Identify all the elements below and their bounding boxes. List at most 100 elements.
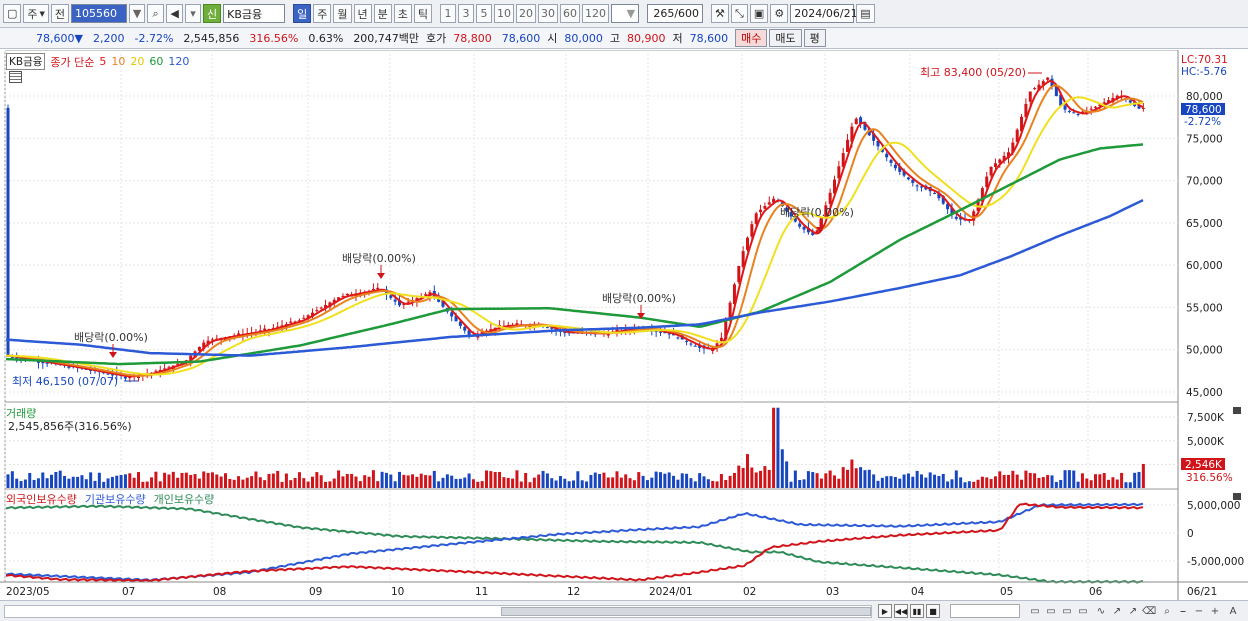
volume-panel-close-icon[interactable] — [1233, 407, 1241, 414]
window-icon[interactable]: ▢ — [3, 4, 22, 23]
rewind-icon[interactable]: ◀◀ — [894, 604, 908, 618]
candle-body — [402, 304, 406, 306]
candle-body — [1067, 111, 1071, 113]
volume-bar — [32, 479, 36, 488]
individual-holding-label[interactable]: 개인보유수량 — [153, 493, 215, 506]
date-input[interactable]: 2024/06/21 — [790, 4, 858, 23]
stop-icon[interactable]: ■ — [926, 604, 940, 618]
volume-bar — [415, 476, 419, 488]
stock-name-chip[interactable]: KB금융 — [6, 53, 46, 70]
holder-panel-close-icon[interactable] — [1233, 493, 1241, 500]
minute-1-button[interactable]: 1 — [440, 4, 457, 23]
save-icon[interactable]: ▣ — [749, 4, 769, 23]
volume-bar — [572, 480, 575, 488]
volume-bar — [337, 470, 341, 488]
volume-bar — [1002, 474, 1006, 488]
prev-button[interactable]: 전 — [50, 4, 70, 23]
candle-body — [489, 329, 493, 331]
evaluate-button[interactable]: 평 — [803, 29, 826, 47]
volume-title[interactable]: 거래량 — [6, 407, 37, 420]
minute-10-button[interactable]: 10 — [494, 4, 515, 23]
minute-3-button[interactable]: 3 — [458, 4, 475, 23]
volume-bar — [776, 407, 780, 488]
candle-body — [67, 366, 71, 368]
count-current[interactable]: 265 — [653, 7, 675, 20]
magnifier-icon[interactable]: ⌕ — [1164, 605, 1170, 617]
holder-axis-label: 5,000,000 — [1187, 500, 1240, 512]
volume-bar — [532, 477, 536, 488]
minute-5-button[interactable]: 5 — [476, 4, 493, 23]
stock-code-input[interactable]: 105560 — [71, 4, 128, 23]
minute-30-button[interactable]: 30 — [538, 4, 559, 23]
volume-bar — [476, 481, 480, 488]
x-axis-label: 10 — [391, 586, 404, 598]
horizontal-scrollbar[interactable] — [4, 605, 872, 618]
chart-area[interactable]: 2023/05 07 08 09 10 11 12 2024/01 02 03 04 05 06 06/2… — [0, 50, 1248, 600]
custom-period-dropdown[interactable]: ▼ — [611, 4, 640, 23]
ma20-label[interactable]: 20 — [130, 55, 145, 68]
volume-bar — [445, 474, 449, 488]
ma5-label[interactable]: 5 — [99, 55, 107, 68]
table-icon[interactable] — [9, 71, 22, 83]
sell-button[interactable]: 매도 — [769, 29, 802, 47]
period-second-button[interactable]: 초 — [393, 4, 412, 23]
volume-bar — [97, 472, 101, 488]
period-tick-button[interactable]: 틱 — [413, 4, 433, 23]
compare-icon[interactable]: ▭ — [1046, 605, 1056, 617]
ma120-label[interactable]: 120 — [168, 55, 190, 68]
trend-tool-icon[interactable]: ↗ — [1112, 605, 1122, 617]
volume-bar — [424, 475, 428, 488]
search-icon[interactable]: ⌕ — [147, 4, 165, 23]
layout-icon[interactable]: ▭ — [1030, 605, 1040, 617]
window-tile-icon[interactable]: ▭ — [1078, 605, 1088, 617]
volume-bar — [276, 470, 280, 488]
volume-bar — [1067, 470, 1071, 488]
period-type-select[interactable]: 주 ▼ — [23, 4, 49, 23]
current-price: 78,600▼ — [36, 31, 83, 45]
minus-icon[interactable]: − — [1194, 605, 1204, 617]
tools-icon[interactable]: ⚒ — [711, 4, 729, 23]
delete-drawing-icon[interactable]: ⌫ — [1141, 605, 1157, 617]
period-month-button[interactable]: 월 — [333, 4, 352, 23]
candle-body — [167, 366, 171, 368]
split-icon[interactable]: ▭ — [1062, 605, 1072, 617]
speaker-dropdown-icon[interactable]: ▾ — [185, 4, 202, 23]
plus-icon[interactable]: + — [1210, 605, 1220, 617]
volume-bar — [63, 475, 67, 488]
ma10-label[interactable]: 10 — [111, 55, 126, 68]
volume-bar — [550, 478, 554, 488]
period-year-button[interactable]: 년 — [353, 4, 372, 23]
period-day-button[interactable]: 일 — [293, 4, 312, 23]
draw-tool-icon[interactable]: ↗ — [1128, 605, 1138, 617]
speaker-icon[interactable]: ◀ — [166, 4, 184, 23]
calendar-icon[interactable]: ▤ — [856, 4, 875, 23]
zoom-out-icon[interactable]: ⎯ — [1180, 605, 1186, 617]
stock-name-field[interactable]: KB금융 — [223, 4, 286, 23]
scroll-right-icon[interactable]: ▶ — [878, 604, 892, 618]
period-week-button[interactable]: 주 — [313, 4, 332, 23]
institution-holding-label[interactable]: 기관보유수량 — [84, 493, 146, 506]
buy-button[interactable]: 매수 — [735, 29, 768, 47]
minute-20-button[interactable]: 20 — [516, 4, 537, 23]
zoom-slider[interactable] — [950, 604, 1020, 618]
crosshair-icon[interactable]: ⤡ — [730, 4, 748, 23]
period-minute-button[interactable]: 분 — [373, 4, 392, 23]
pause-icon[interactable]: ▮▮ — [910, 604, 924, 618]
volume-bar — [254, 471, 258, 488]
volume-bar — [920, 474, 923, 488]
price-axis-label: 60,000 — [1186, 260, 1223, 272]
volume-bar — [224, 473, 227, 488]
foreign-holding-label[interactable]: 외국인보유수량 — [6, 493, 77, 506]
scroll-thumb[interactable] — [501, 607, 871, 616]
code-dropdown-icon[interactable]: ▼ — [129, 4, 146, 23]
minute-120-button[interactable]: 120 — [582, 4, 610, 23]
font-size-icon[interactable]: A — [1229, 605, 1237, 617]
minute-60-button[interactable]: 60 — [560, 4, 581, 23]
gear-icon[interactable]: ⚙ — [770, 4, 789, 23]
ma60-label[interactable]: 60 — [149, 55, 164, 68]
volume-bar — [54, 471, 58, 488]
line-tool-icon[interactable]: ∿ — [1096, 605, 1106, 617]
candle-body — [293, 321, 297, 323]
candle-body — [876, 140, 880, 147]
ma-label[interactable]: 종가 단순 — [50, 55, 95, 69]
